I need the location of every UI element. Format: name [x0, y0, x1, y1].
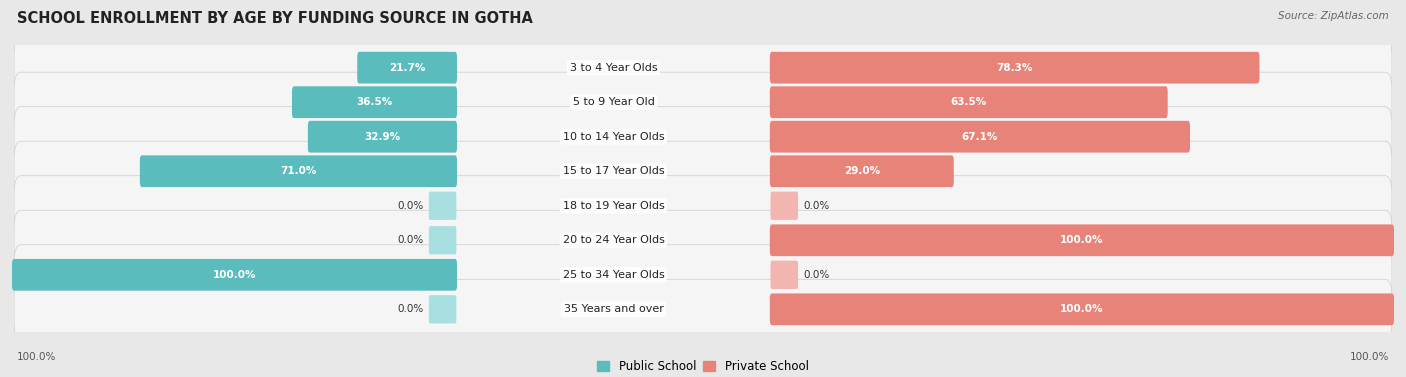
Text: 0.0%: 0.0%	[396, 235, 423, 245]
Text: 36.5%: 36.5%	[356, 97, 392, 107]
FancyBboxPatch shape	[14, 72, 1392, 132]
Text: 29.0%: 29.0%	[844, 166, 880, 176]
Text: 35 Years and over: 35 Years and over	[564, 304, 664, 314]
Text: 3 to 4 Year Olds: 3 to 4 Year Olds	[569, 63, 657, 73]
Text: 0.0%: 0.0%	[804, 201, 830, 211]
Text: Source: ZipAtlas.com: Source: ZipAtlas.com	[1278, 11, 1389, 21]
FancyBboxPatch shape	[14, 210, 1392, 270]
FancyBboxPatch shape	[139, 155, 457, 187]
Text: 5 to 9 Year Old: 5 to 9 Year Old	[572, 97, 654, 107]
FancyBboxPatch shape	[770, 293, 1393, 325]
Text: 100.0%: 100.0%	[1060, 235, 1104, 245]
FancyBboxPatch shape	[14, 141, 1392, 201]
FancyBboxPatch shape	[770, 121, 1189, 153]
Text: 15 to 17 Year Olds: 15 to 17 Year Olds	[562, 166, 664, 176]
FancyBboxPatch shape	[14, 176, 1392, 236]
FancyBboxPatch shape	[14, 38, 1392, 98]
Text: 25 to 34 Year Olds: 25 to 34 Year Olds	[562, 270, 664, 280]
FancyBboxPatch shape	[770, 52, 1260, 84]
Text: 67.1%: 67.1%	[962, 132, 998, 142]
Text: 100.0%: 100.0%	[17, 352, 56, 362]
Text: 100.0%: 100.0%	[1060, 304, 1104, 314]
FancyBboxPatch shape	[14, 107, 1392, 167]
Text: 10 to 14 Year Olds: 10 to 14 Year Olds	[562, 132, 664, 142]
Text: 0.0%: 0.0%	[396, 201, 423, 211]
FancyBboxPatch shape	[770, 261, 799, 289]
FancyBboxPatch shape	[308, 121, 457, 153]
FancyBboxPatch shape	[14, 279, 1392, 339]
Text: 21.7%: 21.7%	[389, 63, 426, 73]
Text: 18 to 19 Year Olds: 18 to 19 Year Olds	[562, 201, 664, 211]
Text: 63.5%: 63.5%	[950, 97, 987, 107]
FancyBboxPatch shape	[429, 192, 457, 220]
Text: SCHOOL ENROLLMENT BY AGE BY FUNDING SOURCE IN GOTHA: SCHOOL ENROLLMENT BY AGE BY FUNDING SOUR…	[17, 11, 533, 26]
Text: 32.9%: 32.9%	[364, 132, 401, 142]
Text: 0.0%: 0.0%	[804, 270, 830, 280]
Text: 100.0%: 100.0%	[1350, 352, 1389, 362]
Text: 71.0%: 71.0%	[280, 166, 316, 176]
FancyBboxPatch shape	[770, 155, 953, 187]
FancyBboxPatch shape	[292, 86, 457, 118]
FancyBboxPatch shape	[770, 86, 1168, 118]
Text: 78.3%: 78.3%	[997, 63, 1033, 73]
FancyBboxPatch shape	[429, 226, 457, 254]
FancyBboxPatch shape	[770, 192, 799, 220]
Text: 100.0%: 100.0%	[212, 270, 256, 280]
FancyBboxPatch shape	[13, 259, 457, 291]
FancyBboxPatch shape	[770, 224, 1393, 256]
Text: 20 to 24 Year Olds: 20 to 24 Year Olds	[562, 235, 665, 245]
FancyBboxPatch shape	[429, 295, 457, 323]
Text: 0.0%: 0.0%	[396, 304, 423, 314]
Legend: Public School, Private School: Public School, Private School	[593, 355, 813, 377]
FancyBboxPatch shape	[357, 52, 457, 84]
FancyBboxPatch shape	[14, 245, 1392, 305]
